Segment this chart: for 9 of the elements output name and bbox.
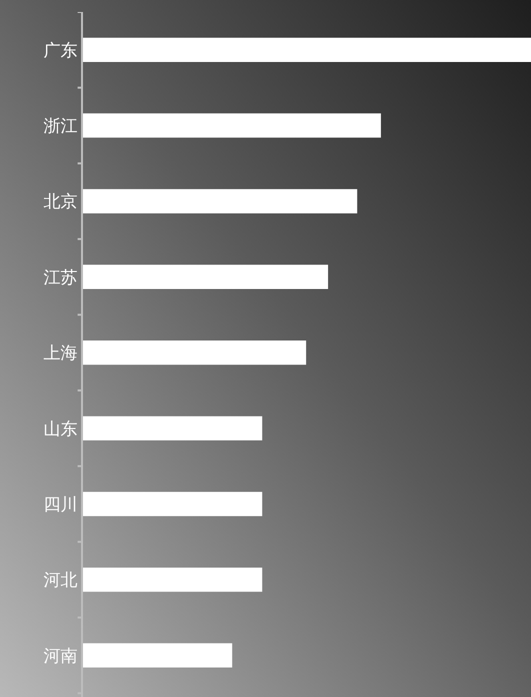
y-tick-label: 河南 (44, 646, 78, 666)
y-tick-label: 广东 (44, 40, 78, 61)
y-tick-label: 山东 (44, 419, 78, 440)
y-tick-label: 浙江 (44, 116, 78, 136)
y-tick-label: 四川 (44, 494, 78, 515)
y-tick-label: 北京 (44, 192, 78, 212)
y-tick-label: 河北 (44, 570, 78, 591)
y-tick-label: 江苏 (44, 268, 78, 288)
y-tick-label: 上海 (44, 344, 78, 364)
